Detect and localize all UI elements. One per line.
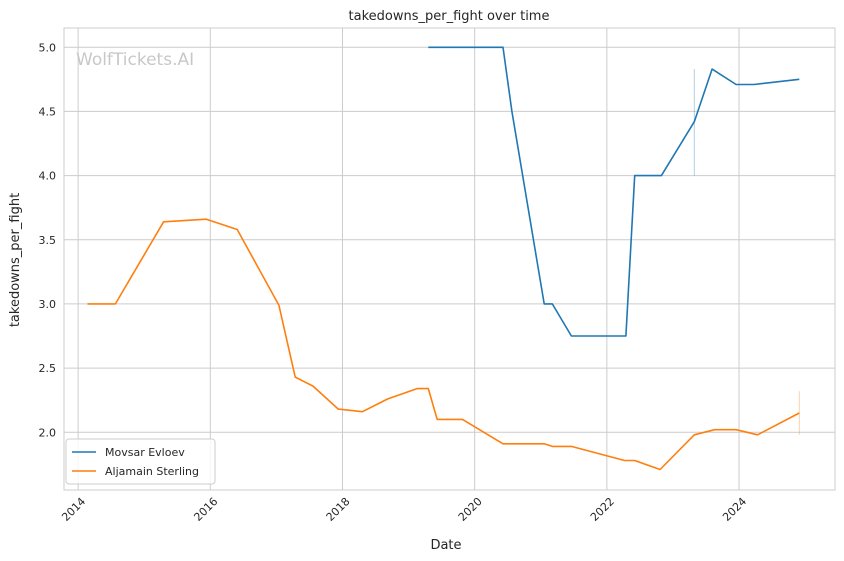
y-tick-label: 4.5 bbox=[39, 105, 57, 118]
series-line-aljamain-sterling bbox=[87, 218, 800, 471]
y-tick-label: 2.5 bbox=[39, 362, 57, 375]
y-tick-label: 3.0 bbox=[39, 298, 57, 311]
legend: Movsar Evloev Aljamain Sterling bbox=[65, 438, 216, 485]
series-line-movsar-evloev bbox=[428, 46, 800, 337]
legend-label-aljamain-sterling: Aljamain Sterling bbox=[105, 465, 199, 478]
y-tick-label: 3.5 bbox=[39, 234, 57, 247]
chart-title: takedowns_per_fight over time bbox=[349, 9, 550, 24]
y-axis-label: takedowns_per_fight bbox=[8, 193, 23, 327]
series-lines bbox=[87, 46, 800, 471]
y-tick-labels: 2.0 2.5 3.0 3.5 4.0 4.5 5.0 bbox=[39, 41, 57, 439]
y-tick-label: 4.0 bbox=[39, 170, 57, 183]
y-tick-label: 2.0 bbox=[39, 426, 57, 439]
plot-frame bbox=[63, 27, 836, 491]
legend-label-movsar-evloev: Movsar Evloev bbox=[105, 446, 185, 459]
y-tick-label: 5.0 bbox=[39, 41, 57, 54]
legend-box bbox=[65, 438, 216, 485]
watermark: WolfTickets.AI bbox=[76, 50, 194, 70]
x-axis-label: Date bbox=[430, 538, 461, 553]
